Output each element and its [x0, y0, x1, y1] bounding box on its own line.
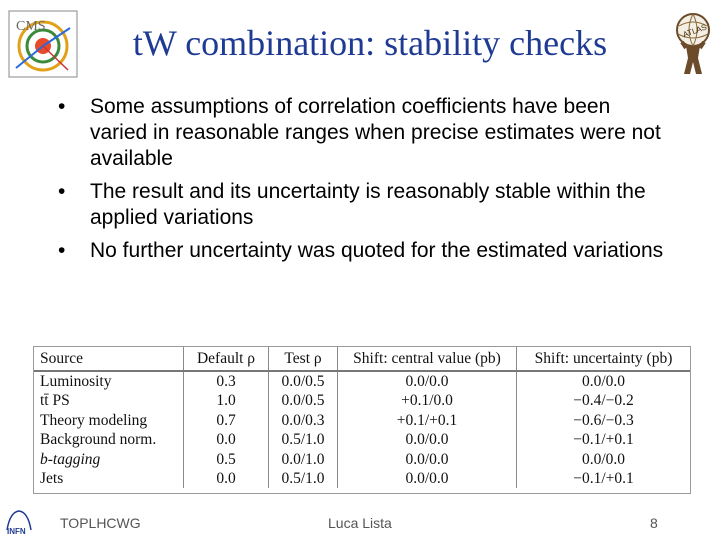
cell-source: Jets: [40, 470, 64, 488]
footer-conference: TOPLHCWG: [60, 515, 141, 531]
header-default-rho: Default ρ: [183, 347, 269, 372]
cell-source: Theory modeling: [40, 411, 148, 429]
table-row: Jets 0.0 0.5/1.0 0.0/0.0 −0.1/+0.1: [34, 469, 690, 489]
cell-shift-uncertainty: −0.1/+0.1: [516, 469, 690, 489]
cell-shift-central: 0.0/0.0: [337, 430, 517, 450]
cell-default-rho: 0.5: [183, 449, 269, 470]
svg-text:CMS: CMS: [16, 19, 46, 34]
bullet-item: Some assumptions of correlation coeffici…: [52, 94, 672, 172]
cell-shift-uncertainty: 0.0/0.0: [516, 371, 690, 392]
cell-shift-central: 0.0/0.0: [337, 469, 517, 489]
atlas-logo: ATLAS: [676, 13, 710, 74]
table-header-row: Source Default ρ Test ρ Shift: central v…: [34, 347, 690, 372]
cell-source: Luminosity: [40, 373, 112, 390]
cell-source: tt̄ PS: [40, 392, 70, 410]
bullet-item: The result and its uncertainty is reason…: [52, 179, 672, 231]
cell-default-rho: 0.3: [183, 371, 269, 392]
page-number: 8: [650, 515, 658, 531]
cell-shift-central: +0.1/+0.1: [337, 410, 517, 431]
svg-text:INFN: INFN: [7, 527, 26, 536]
table-row: Theory modeling 0.7 0.0/0.3 +0.1/+0.1 −0…: [34, 410, 690, 431]
cell-shift-uncertainty: 0.0/0.0: [516, 449, 690, 470]
cms-logo: CMS: [8, 10, 78, 78]
cell-shift-uncertainty: −0.6/−0.3: [516, 410, 690, 431]
header-test-rho: Test ρ: [268, 347, 338, 372]
cell-shift-central: +0.1/0.0: [337, 391, 517, 411]
cell-shift-uncertainty: −0.4/−0.2: [516, 391, 690, 411]
cell-test-rho: 0.0/0.5: [268, 391, 338, 411]
cell-default-rho: 0.0: [183, 469, 269, 489]
infn-logo: INFN: [6, 510, 32, 536]
stability-table: Source Default ρ Test ρ Shift: central v…: [33, 346, 691, 494]
cell-default-rho: 1.0: [183, 391, 269, 411]
slide-title: tW combination: stability checks: [132, 23, 608, 63]
header-shift-central: Shift: central value (pb): [337, 347, 517, 372]
cell-shift-central: 0.0/0.0: [337, 449, 517, 470]
cell-default-rho: 0.7: [183, 410, 269, 431]
cell-test-rho: 0.0/0.3: [268, 410, 338, 431]
table-row: tt̄ PS 1.0 0.0/0.5 +0.1/0.0 −0.4/−0.2: [34, 391, 690, 411]
cell-default-rho: 0.0: [183, 430, 269, 450]
cell-test-rho: 0.5/1.0: [268, 469, 338, 489]
cell-test-rho: 0.5/1.0: [268, 430, 338, 450]
bullet-item: No further uncertainty was quoted for th…: [52, 238, 672, 264]
footer-author: Luca Lista: [328, 515, 392, 531]
cell-source: b-tagging: [40, 450, 101, 468]
table-row: Luminosity 0.3 0.0/0.5 0.0/0.0 0.0/0.0: [34, 371, 690, 392]
cell-shift-uncertainty: −0.1/+0.1: [516, 430, 690, 450]
cell-test-rho: 0.0/0.5: [268, 371, 338, 392]
header-shift-uncertainty: Shift: uncertainty (pb): [516, 347, 690, 372]
table-row: b-tagging 0.5 0.0/1.0 0.0/0.0 0.0/0.0: [34, 449, 690, 470]
cell-source: Background norm.: [40, 431, 157, 449]
cell-test-rho: 0.0/1.0: [268, 449, 338, 470]
table-row: Background norm. 0.0 0.5/1.0 0.0/0.0 −0.…: [34, 430, 690, 450]
bullet-list: Some assumptions of correlation coeffici…: [52, 94, 672, 271]
cell-shift-central: 0.0/0.0: [337, 371, 517, 392]
header-source: Source: [34, 347, 184, 372]
